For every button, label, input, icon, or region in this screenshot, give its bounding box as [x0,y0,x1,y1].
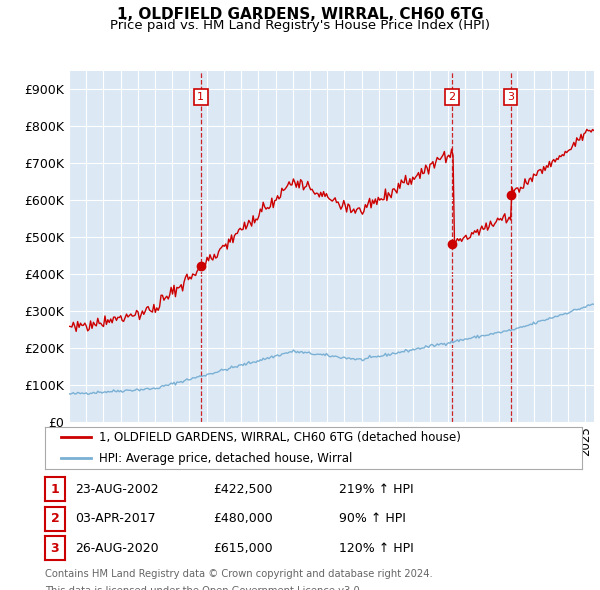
Text: £480,000: £480,000 [213,512,273,525]
Text: 1, OLDFIELD GARDENS, WIRRAL, CH60 6TG (detached house): 1, OLDFIELD GARDENS, WIRRAL, CH60 6TG (d… [98,431,461,444]
Text: 3: 3 [50,542,59,555]
Text: 2: 2 [448,92,455,102]
Text: 23-AUG-2002: 23-AUG-2002 [75,483,158,496]
Text: HPI: Average price, detached house, Wirral: HPI: Average price, detached house, Wirr… [98,452,352,465]
Text: £615,000: £615,000 [213,542,272,555]
Text: 120% ↑ HPI: 120% ↑ HPI [339,542,414,555]
Text: 03-APR-2017: 03-APR-2017 [75,512,155,525]
Text: 2: 2 [50,512,59,525]
Text: 1: 1 [50,483,59,496]
Text: 90% ↑ HPI: 90% ↑ HPI [339,512,406,525]
Text: 219% ↑ HPI: 219% ↑ HPI [339,483,413,496]
Text: This data is licensed under the Open Government Licence v3.0.: This data is licensed under the Open Gov… [45,586,363,590]
Text: 1, OLDFIELD GARDENS, WIRRAL, CH60 6TG: 1, OLDFIELD GARDENS, WIRRAL, CH60 6TG [116,7,484,22]
Text: 26-AUG-2020: 26-AUG-2020 [75,542,158,555]
Text: 1: 1 [197,92,204,102]
Text: Price paid vs. HM Land Registry's House Price Index (HPI): Price paid vs. HM Land Registry's House … [110,19,490,32]
Text: 3: 3 [507,92,514,102]
Text: £422,500: £422,500 [213,483,272,496]
Text: Contains HM Land Registry data © Crown copyright and database right 2024.: Contains HM Land Registry data © Crown c… [45,569,433,579]
